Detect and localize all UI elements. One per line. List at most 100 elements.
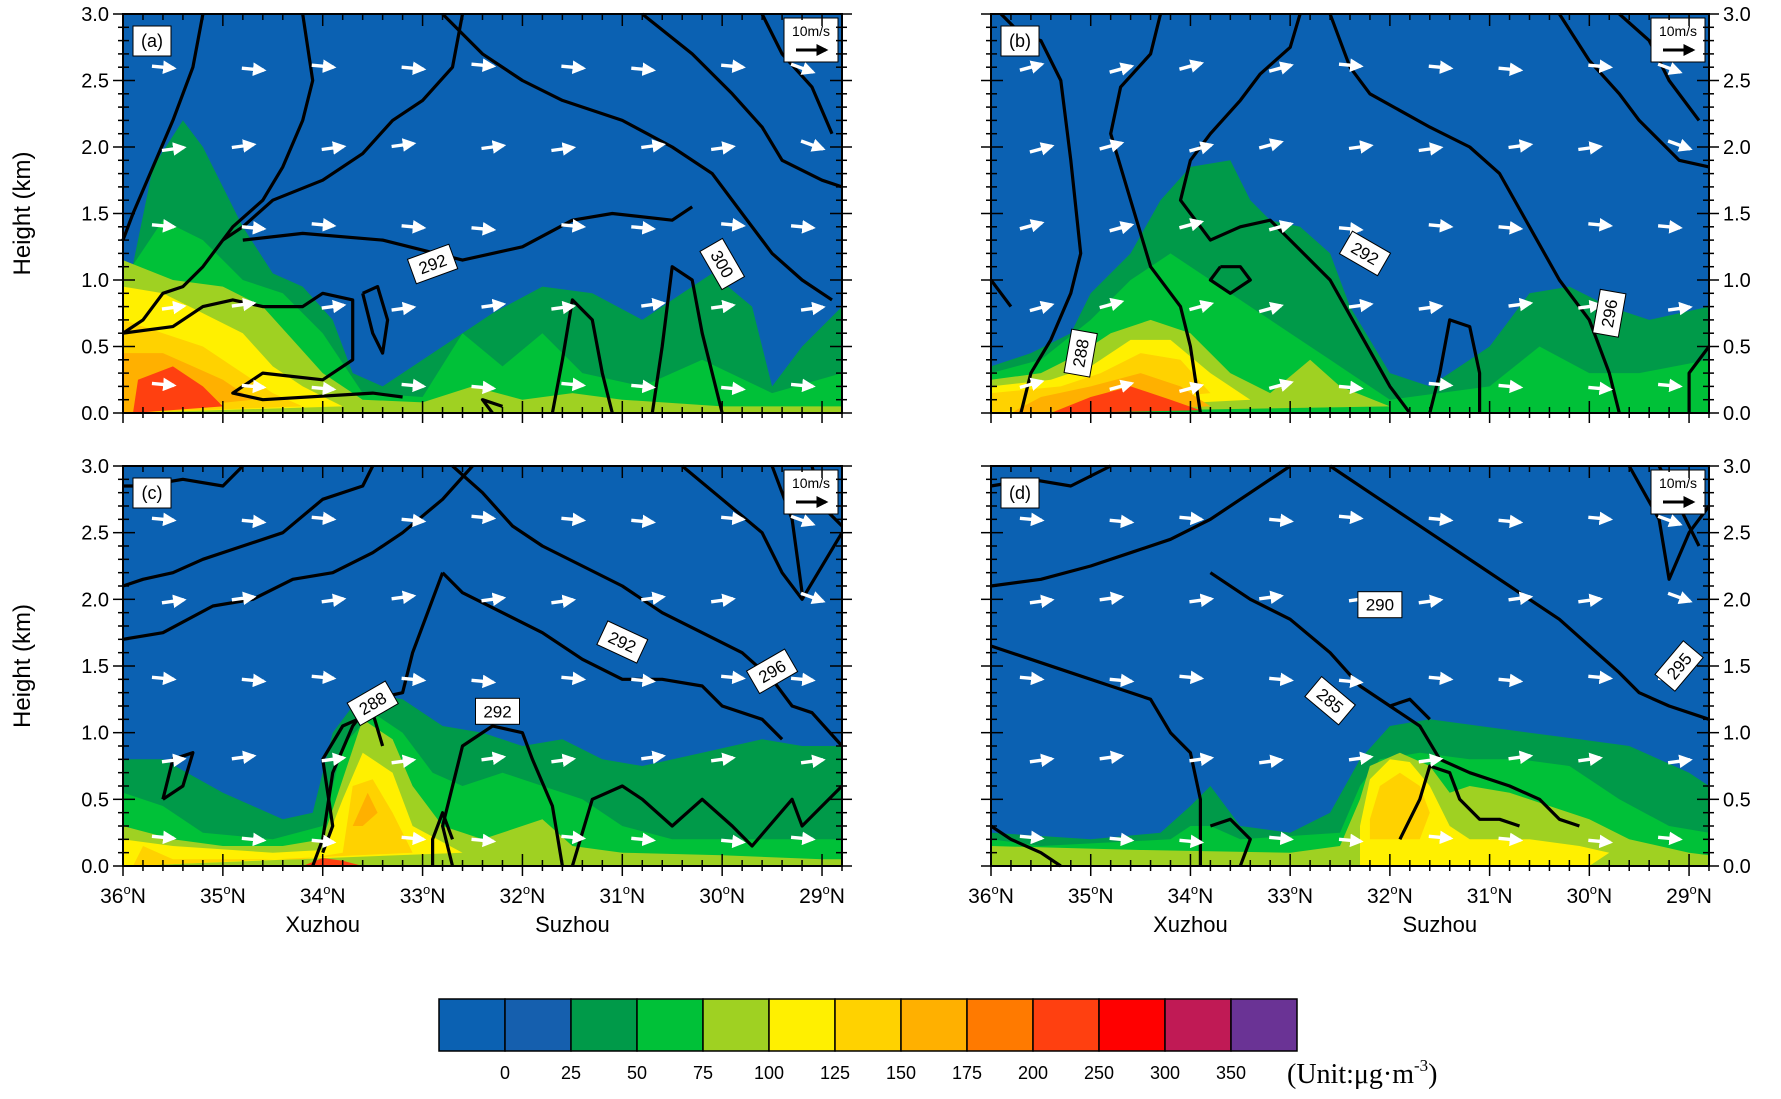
colorbar-level-label: 50 (627, 1063, 647, 1083)
wind-vector (1667, 591, 1693, 605)
x-tick-label: 29oN (799, 882, 845, 908)
wind-vector (1588, 670, 1614, 685)
wind-vector (1508, 139, 1534, 153)
wind-vector (631, 832, 656, 847)
wind-vector (1498, 221, 1524, 235)
wind-vector (790, 514, 816, 528)
contour-line (441, 12, 833, 302)
wind-vector (401, 672, 427, 687)
wind-vector (561, 512, 587, 527)
vector-reference-box (1650, 17, 1706, 63)
unit-exponent: -3 (1414, 1056, 1428, 1075)
wind-vector (1578, 752, 1604, 767)
wind-vector (1588, 218, 1614, 232)
wind-vector (551, 300, 577, 315)
wind-vector (471, 380, 497, 395)
contour-line (161, 751, 195, 801)
contour-line (451, 464, 844, 748)
colorbar-level-label: 150 (886, 1063, 916, 1083)
degree-symbol: o (523, 882, 530, 897)
y-tick-label: 3.0 (1723, 456, 1751, 478)
colorbar-level-label: 75 (693, 1063, 713, 1083)
x-tick-hemisphere: N (1597, 885, 1612, 908)
x-tick-label: 36oN (968, 882, 1014, 908)
wind-vector (1508, 750, 1534, 765)
wind-vector (1588, 381, 1614, 396)
wind-vector (551, 594, 577, 609)
wind-vector (1338, 222, 1364, 236)
x-tick-degrees: 31 (1467, 885, 1490, 908)
wind-vector (1109, 673, 1135, 688)
wind-vector (161, 753, 187, 768)
contour-label-box (1063, 328, 1098, 378)
wind-vector (1099, 591, 1125, 606)
vector-reference-label: 10m/s (1659, 475, 1697, 491)
contour-line (1389, 704, 1580, 828)
x-axis (122, 14, 843, 423)
wind-vector (800, 754, 826, 769)
wind-vector (1588, 59, 1614, 73)
contour-line (1109, 13, 1202, 414)
degree-symbol: o (1390, 882, 1397, 897)
wind-vector (1109, 832, 1135, 847)
x-axis (990, 14, 1710, 423)
contour-line (321, 711, 385, 854)
shading-level-7 (352, 792, 378, 826)
wind-vector (641, 750, 666, 765)
wind-vector (1268, 378, 1294, 392)
contour-label: 288 (1063, 328, 1098, 378)
panel-d: (d) 10m/s2902852950.00.51.01.52.02.53.036… (968, 456, 1751, 937)
wind-vector (481, 140, 507, 154)
x-tick-degrees: 33 (1267, 885, 1290, 908)
wind-vector (161, 300, 187, 315)
wind-vector (631, 62, 656, 76)
colorbar-swatch (1164, 998, 1232, 1052)
wind-vector (311, 670, 337, 685)
contour-line (1209, 571, 1431, 721)
wind-vector (391, 301, 417, 316)
wind-vector (1188, 141, 1215, 155)
wind-vector (241, 62, 267, 76)
degree-symbol: o (423, 882, 430, 897)
contour-label-box (346, 680, 399, 727)
colorbar-swatch (504, 998, 572, 1052)
wind-vector (401, 61, 427, 75)
panel-label-box (1000, 477, 1040, 509)
y-axis-title: Height (km) (9, 151, 36, 275)
wind-vector (161, 594, 187, 609)
contour-line (361, 285, 390, 355)
x-tick-hemisphere: N (1697, 885, 1712, 908)
wind-vector (1258, 754, 1284, 769)
y-tick-label: 2.0 (81, 137, 109, 159)
contour-label-text: 296 (1598, 298, 1622, 329)
contour-line (650, 265, 724, 414)
x-tick-hemisphere: N (830, 885, 845, 908)
wind-vector (1029, 300, 1055, 315)
wind-vector (1258, 138, 1284, 152)
panel-label: (b) (1009, 31, 1031, 51)
colorbar-level-label: 250 (1084, 1063, 1114, 1083)
degree-symbol: o (1191, 882, 1198, 897)
wind-vector (641, 139, 666, 153)
contour-line (990, 464, 1292, 588)
wind-vector (1338, 380, 1364, 395)
x-tick-hemisphere: N (730, 885, 745, 908)
wind-vector (790, 378, 816, 393)
wind-vector (391, 590, 417, 605)
wind-vector (1179, 670, 1205, 685)
contour-label-text: 292 (483, 702, 511, 721)
wind-vector (311, 59, 337, 73)
city-label: Suzhou (535, 912, 610, 937)
contour-line (1428, 318, 1482, 414)
contour-label-box (596, 620, 649, 664)
x-tick-degrees: 36 (968, 885, 991, 908)
wind-vector (561, 377, 587, 392)
wind-vector (321, 752, 347, 767)
wind-vector (1109, 514, 1135, 529)
colorbar-swatch (636, 998, 704, 1052)
panel-label: (d) (1009, 483, 1031, 503)
y-tick-label: 1.5 (81, 204, 109, 226)
